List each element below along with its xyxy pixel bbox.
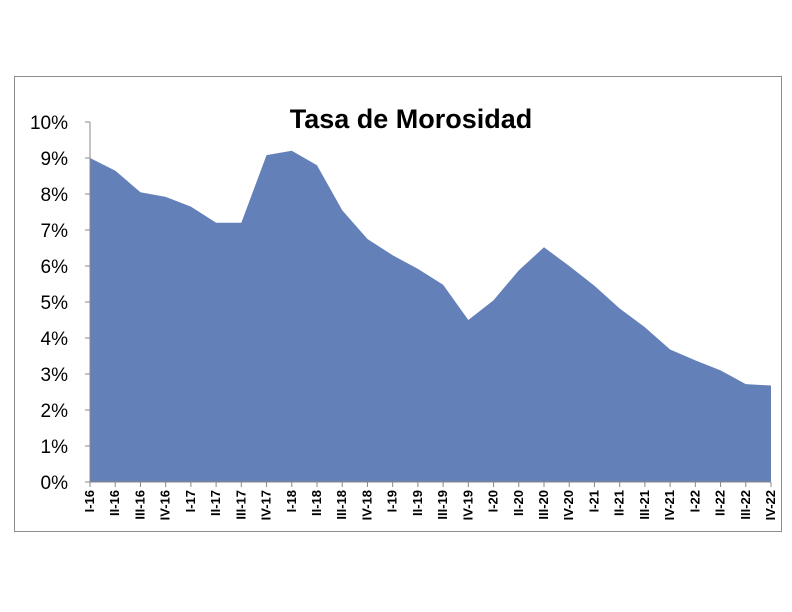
x-tick-label: IV-17: [259, 490, 274, 520]
y-tick-label: 7%: [41, 221, 69, 242]
x-tick-label: IV-16: [158, 490, 173, 520]
x-tick-label: II-17: [208, 490, 223, 516]
x-tick-label: IV-18: [359, 490, 374, 520]
x-tick-label: I-20: [486, 490, 501, 512]
x-tick-label: IV-20: [561, 490, 576, 520]
area-series: [90, 150, 771, 483]
x-tick-label: II-19: [410, 490, 425, 516]
x-tick-label: I-22: [687, 490, 702, 512]
y-tick-label: 5%: [41, 293, 69, 314]
x-tick-label: II-22: [713, 490, 728, 516]
x-tick-label: I-21: [586, 490, 601, 512]
y-axis: 0% 1% 2% 3% 4% 5% 6% 7% 8% 9% 10%: [30, 113, 90, 494]
x-tick-label: III-20: [536, 490, 551, 520]
y-tick-label: 2%: [41, 401, 69, 422]
x-tick-label: II-20: [511, 490, 526, 516]
y-tick-label: 1%: [41, 437, 69, 458]
x-tick-label: I-18: [284, 490, 299, 512]
x-tick-label: IV-19: [460, 490, 475, 520]
x-tick-label: I-19: [385, 490, 400, 512]
y-tick-label: 0%: [41, 473, 69, 494]
plot-area: [89, 122, 772, 483]
x-tick-label: III-17: [233, 490, 248, 520]
x-tick-label: IV-22: [763, 490, 778, 520]
y-tick-label: 3%: [41, 365, 69, 386]
x-tick-label: I-16: [82, 490, 97, 512]
x-tick-label: II-18: [309, 490, 324, 516]
x-tick-label: III-18: [334, 490, 349, 520]
x-tick-label: IV-21: [662, 490, 677, 520]
y-tick-label: 8%: [41, 185, 69, 206]
x-tick-label: III-22: [738, 490, 753, 520]
x-tick-label: I-17: [183, 490, 198, 512]
x-tick-label: III-19: [435, 490, 450, 520]
chart-title: Tasa de Morosidad: [290, 104, 533, 134]
y-tick-label: 4%: [41, 329, 69, 350]
y-tick-label: 10%: [30, 113, 68, 134]
x-tick-label: III-21: [637, 490, 652, 520]
x-tick-label: II-21: [612, 490, 627, 516]
x-axis: I-16 II-16 III-16 IV-16 I-17 II-17 III-17 IV-17…: [82, 482, 778, 520]
x-tick-label: II-16: [107, 490, 122, 516]
y-tick-label: 6%: [41, 257, 69, 278]
y-tick-label: 9%: [41, 149, 69, 170]
x-tick-label: III-16: [132, 490, 147, 520]
